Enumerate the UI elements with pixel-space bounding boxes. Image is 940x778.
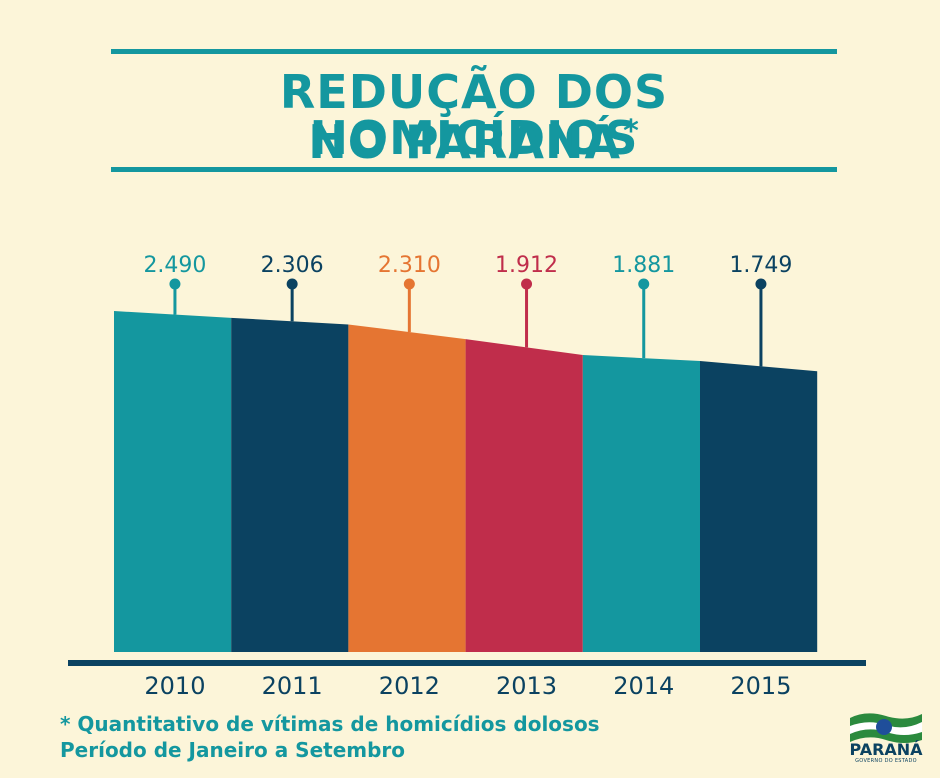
x-axis-line xyxy=(68,660,866,666)
bar-2015 xyxy=(700,361,818,652)
pin-dot-2014 xyxy=(638,278,650,290)
pin-dot-2010 xyxy=(169,278,181,290)
x-tick-label-2011: 2011 xyxy=(262,672,323,700)
value-label-2011: 2.306 xyxy=(261,253,324,278)
x-tick-label-2012: 2012 xyxy=(379,672,440,700)
value-label-2013: 1.912 xyxy=(495,253,558,278)
value-label-2012: 2.310 xyxy=(378,253,441,278)
pin-dot-2013 xyxy=(521,278,533,290)
title-asterisk: * xyxy=(623,114,640,149)
chart-title-line2: NO PARANÁ* xyxy=(111,117,837,166)
pin-dot-2015 xyxy=(755,278,767,290)
bar-2013 xyxy=(465,339,583,652)
pin-dot-2012 xyxy=(403,278,415,290)
footnote-line2: Período de Janeiro a Setembro xyxy=(60,738,406,762)
bar-2012 xyxy=(348,324,466,652)
title-rule-top xyxy=(111,49,837,54)
logo-subtitle: GOVERNO DO ESTADO xyxy=(855,758,917,764)
footnote-line1: * Quantitativo de vítimas de homicídios … xyxy=(60,712,600,736)
parana-flag-logo xyxy=(850,713,922,743)
bar-2010 xyxy=(114,311,232,652)
chart-title-text: NO PARANÁ xyxy=(308,115,622,169)
title-rule-bottom xyxy=(111,167,837,172)
value-label-2015: 1.749 xyxy=(729,253,792,278)
bar-2011 xyxy=(231,317,349,652)
x-tick-label-2014: 2014 xyxy=(613,672,674,700)
value-label-2014: 1.881 xyxy=(612,253,675,278)
x-tick-label-2013: 2013 xyxy=(496,672,557,700)
value-label-2010: 2.490 xyxy=(143,253,206,278)
bar-2014 xyxy=(582,355,700,652)
x-tick-label-2015: 2015 xyxy=(730,672,791,700)
logo-name: PARANÁ xyxy=(849,740,923,759)
x-tick-label-2010: 2010 xyxy=(144,672,205,700)
pin-dot-2011 xyxy=(286,278,298,290)
homicide-chart: 2.490 2010 2.306 2011 2.310 2012 1.912 2013 1.88… xyxy=(68,253,866,700)
chart-title-line1: REDUÇÃO DOS HOMICÍDIOS xyxy=(279,65,669,165)
